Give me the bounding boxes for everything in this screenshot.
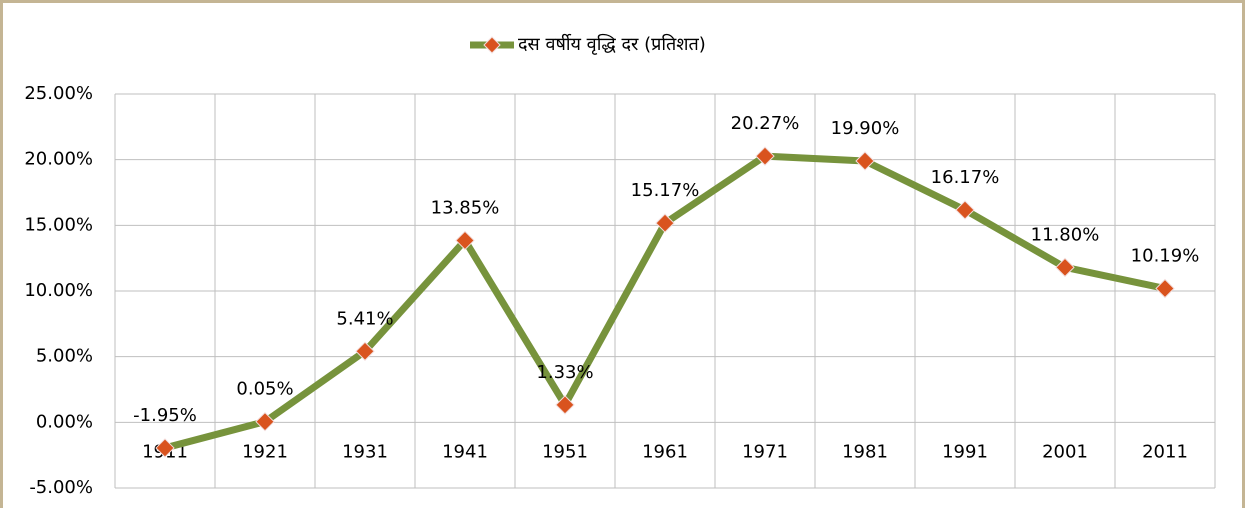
legend-label: दस वर्षीय वृद्धि दर (प्रतिशत)	[518, 33, 706, 55]
data-label: 16.17%	[931, 167, 1000, 188]
data-label: 13.85%	[431, 197, 500, 218]
marker	[1155, 278, 1175, 299]
x-tick-label: 1951	[542, 441, 588, 462]
data-label: 1.33%	[536, 362, 593, 383]
marker	[555, 395, 575, 415]
data-label: 15.17%	[631, 180, 700, 201]
marker	[355, 341, 375, 361]
data-label: 19.90%	[831, 118, 900, 139]
y-tick-label: 10.00%	[24, 280, 93, 301]
marker	[955, 200, 975, 220]
x-tick-label: 1961	[642, 441, 688, 462]
data-label: 11.80%	[1031, 224, 1100, 245]
legend-marker	[483, 36, 501, 54]
x-tick-label: 1991	[942, 441, 988, 462]
data-label: 5.41%	[336, 308, 393, 329]
y-tick-label: 20.00%	[24, 149, 93, 170]
marker	[755, 146, 775, 166]
marker	[855, 151, 875, 171]
marker	[255, 411, 275, 432]
y-tick-label: 15.00%	[24, 214, 93, 235]
x-tick-label: 2011	[1142, 441, 1188, 462]
y-tick-label: 25.00%	[24, 83, 93, 104]
x-tick-label: 1931	[342, 441, 388, 462]
marker	[1055, 257, 1075, 278]
y-tick-label: 5.00%	[36, 346, 93, 367]
data-label: 0.05%	[236, 379, 293, 400]
marker	[455, 230, 475, 251]
data-label: -1.95%	[133, 405, 197, 426]
x-tick-label: 1941	[442, 441, 488, 462]
x-tick-label: 1921	[242, 441, 288, 462]
data-label: 10.19%	[1131, 246, 1200, 267]
x-tick-label: 1981	[842, 441, 888, 462]
x-tick-label: 2001	[1042, 441, 1088, 462]
data-label: 20.27%	[731, 113, 800, 134]
y-tick-label: -5.00%	[29, 477, 93, 498]
y-tick-label: 0.00%	[36, 411, 93, 432]
marker	[655, 213, 675, 233]
x-tick-label: 1971	[742, 441, 788, 462]
marker	[155, 438, 175, 458]
